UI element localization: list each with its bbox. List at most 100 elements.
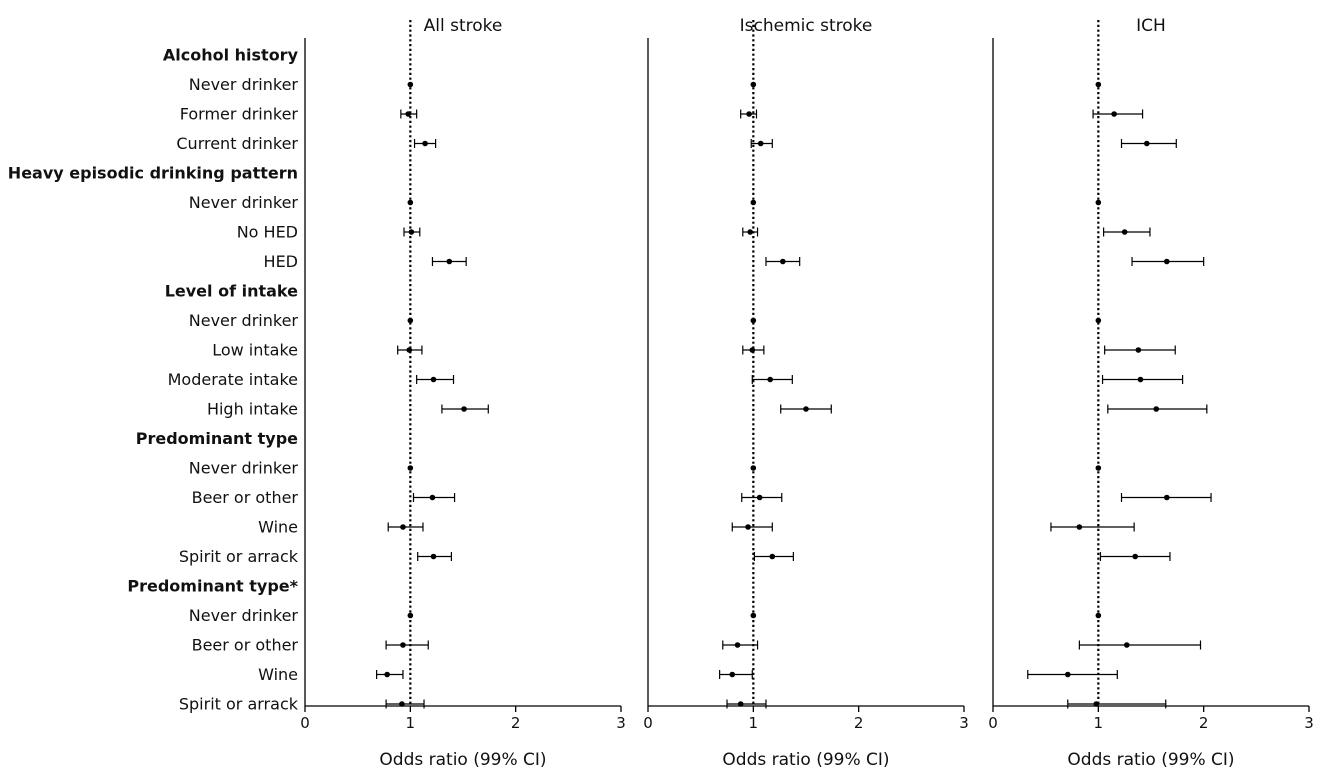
estimate-point — [1099, 552, 1171, 561]
row-label: Spirit or arrack — [179, 547, 299, 566]
estimate-point — [407, 612, 414, 619]
estimate-point — [750, 612, 757, 619]
estimate-marker — [1164, 494, 1170, 501]
row-label: Never drinker — [189, 459, 299, 478]
row-label: Wine — [258, 665, 298, 684]
x-tick-label: 1 — [1094, 714, 1104, 732]
row-label: Wine — [258, 518, 298, 537]
estimate-marker — [1095, 612, 1102, 619]
x-tick-label: 0 — [643, 714, 653, 732]
estimate-marker — [422, 140, 428, 147]
row-label: HED — [264, 252, 298, 271]
estimate-point — [1050, 522, 1135, 532]
estimate-marker — [1095, 317, 1102, 324]
estimate-marker — [1095, 199, 1102, 206]
estimate-point — [1120, 139, 1177, 148]
row-label: Current drinker — [176, 134, 298, 153]
estimate-marker — [780, 258, 786, 265]
estimate-point — [1095, 465, 1102, 471]
estimate-point — [780, 404, 832, 414]
estimate-marker — [1132, 553, 1138, 560]
estimate-marker — [1123, 642, 1130, 648]
estimate-marker — [400, 642, 406, 648]
estimate-point — [416, 375, 455, 384]
x-axis-title: Odds ratio (99% CI) — [1067, 750, 1234, 770]
estimate-marker — [769, 553, 776, 560]
estimate-marker — [1093, 701, 1100, 707]
estimate-marker — [429, 494, 436, 501]
row-label: Spirit or arrack — [179, 695, 299, 714]
x-tick-label: 3 — [1304, 714, 1314, 732]
estimate-point — [1027, 670, 1118, 679]
section-header-label: Level of intake — [165, 282, 298, 301]
row-label: Beer or other — [192, 488, 299, 507]
estimate-point — [750, 139, 773, 148]
x-tick-label: 2 — [854, 714, 864, 732]
estimate-marker — [1076, 524, 1083, 530]
row-label: High intake — [207, 400, 298, 419]
estimate-marker — [399, 701, 405, 707]
estimate-marker — [1095, 465, 1102, 471]
estimate-point — [397, 345, 423, 355]
estimate-point — [376, 670, 404, 679]
estimate-marker — [803, 406, 809, 412]
estimate-marker — [1143, 140, 1150, 147]
estimate-marker — [749, 347, 756, 353]
estimate-marker — [407, 317, 414, 324]
estimate-point — [413, 139, 437, 148]
x-tick-label: 0 — [300, 714, 310, 732]
estimate-point — [1095, 81, 1102, 88]
estimate-marker — [1064, 671, 1071, 678]
estimate-marker — [747, 229, 753, 235]
estimate-point — [407, 199, 414, 206]
estimate-marker — [405, 111, 412, 117]
row-label: Never drinker — [189, 193, 299, 212]
estimate-marker — [1135, 347, 1142, 353]
estimate-marker — [737, 701, 744, 707]
estimate-point — [407, 465, 414, 471]
panel-2: Ischemic stroke 0 1 2 3 Odds ratio (99% CI) — [643, 16, 969, 770]
estimate-marker — [406, 347, 413, 353]
x-tick-label: 3 — [959, 714, 969, 732]
row-label: No HED — [237, 223, 298, 242]
row-label: Former drinker — [180, 105, 299, 124]
estimate-marker — [1121, 229, 1128, 235]
estimate-point — [1095, 199, 1102, 206]
estimate-point — [1120, 493, 1212, 502]
estimate-point — [1067, 699, 1167, 709]
estimate-marker — [430, 553, 437, 560]
estimate-point — [731, 522, 773, 532]
panel-title: Ischemic stroke — [740, 16, 873, 36]
estimate-point — [719, 670, 753, 679]
x-tick-label: 3 — [616, 714, 626, 732]
row-label: Moderate intake — [168, 370, 298, 389]
estimate-point — [1095, 317, 1102, 324]
estimate-point — [407, 81, 414, 88]
estimate-marker — [407, 465, 414, 471]
estimate-marker — [750, 81, 757, 88]
row-label: Never drinker — [189, 311, 299, 330]
estimate-point — [726, 699, 767, 709]
estimate-point — [387, 522, 424, 532]
x-axis-title: Odds ratio (99% CI) — [379, 750, 546, 770]
estimate-marker — [729, 671, 736, 678]
estimate-marker — [384, 671, 390, 678]
estimate-marker — [407, 199, 414, 206]
estimate-marker — [756, 494, 763, 501]
section-header-label: Predominant type* — [127, 577, 298, 596]
estimate-point — [1101, 375, 1184, 384]
estimate-marker — [430, 376, 437, 383]
estimate-marker — [750, 612, 757, 619]
estimate-marker — [750, 199, 757, 206]
estimate-point — [750, 81, 757, 88]
x-tick-label: 0 — [988, 714, 998, 732]
estimate-marker — [400, 524, 406, 530]
estimate-marker — [1137, 376, 1144, 383]
x-tick-label: 2 — [1199, 714, 1209, 732]
estimate-point — [400, 109, 418, 119]
row-label: Never drinker — [189, 606, 299, 625]
panel-1: All stroke 0 1 2 3 Odds ratio (99% CI) — [300, 16, 626, 770]
estimate-point — [407, 317, 414, 324]
estimate-point — [1095, 612, 1102, 619]
